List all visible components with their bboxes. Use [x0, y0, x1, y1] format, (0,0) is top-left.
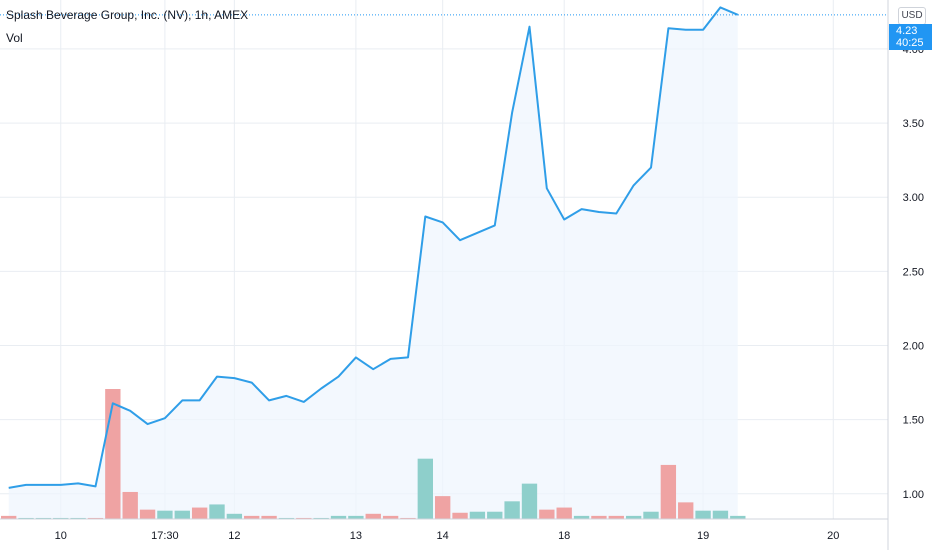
volume-bar	[660, 464, 677, 519]
y-tick-label: 2.50	[903, 266, 924, 278]
volume-bar	[226, 513, 243, 519]
volume-bar	[87, 517, 104, 519]
volume-bar	[539, 509, 555, 519]
x-tick-label: 18	[558, 530, 570, 542]
volume-bar	[191, 507, 208, 519]
volume-bar	[348, 515, 364, 519]
volume-indicator-label[interactable]: Vol	[6, 31, 23, 45]
volume-bar	[382, 515, 399, 519]
price-line	[8, 6, 739, 489]
x-tick-label: 19	[697, 530, 709, 542]
volume-bar	[608, 515, 624, 519]
y-axis-ticks: 1.001.502.002.503.003.504.00	[903, 44, 924, 501]
x-tick-label: 17:30	[151, 530, 179, 542]
volume-bar	[209, 504, 225, 519]
volume-bar	[712, 510, 729, 519]
volume-bar	[591, 515, 607, 519]
volume-bar	[53, 517, 69, 519]
volume-bar	[573, 515, 590, 519]
volume-bar	[157, 510, 173, 519]
volume-bar	[469, 511, 486, 519]
volume-bar	[18, 517, 34, 519]
price-line-layer	[0, 6, 888, 489]
price-series	[8, 7, 738, 520]
volume-bar	[695, 510, 711, 519]
y-tick-label: 3.00	[903, 192, 924, 204]
bar-countdown: 40:25	[896, 37, 924, 49]
volume-bar	[105, 389, 121, 519]
y-tick-label: 3.50	[903, 118, 924, 130]
volume-bar	[504, 501, 520, 519]
volume-bar	[452, 512, 468, 519]
volume-bar	[35, 517, 52, 519]
volume-bar	[296, 517, 312, 519]
volume-bar	[730, 515, 746, 519]
price-area	[8, 7, 738, 520]
volume-bar	[400, 517, 416, 519]
x-tick-label: 13	[350, 530, 362, 542]
volume-bar	[174, 510, 190, 519]
x-tick-label: 14	[437, 530, 449, 542]
volume-bar	[678, 502, 694, 519]
last-price-tag: 4.23 40:25	[889, 24, 932, 50]
volume-bar	[417, 458, 433, 519]
y-tick-label: 1.00	[903, 489, 924, 501]
volume-bar	[521, 483, 538, 519]
volume-bar	[70, 517, 86, 519]
volume-bars	[1, 389, 746, 519]
last-price: 4.23	[896, 25, 918, 37]
volume-bar	[330, 515, 347, 519]
volume-bar	[643, 511, 659, 519]
volume-bar	[261, 515, 277, 519]
volume-bar	[625, 515, 642, 519]
volume-bar	[313, 517, 329, 519]
volume-bar	[244, 515, 260, 519]
volume-bar	[278, 517, 295, 519]
volume-bar	[139, 509, 156, 519]
volume-bar	[1, 515, 17, 519]
x-tick-label: 20	[827, 530, 839, 542]
volume-bar	[365, 513, 381, 519]
y-tick-label: 2.00	[903, 341, 924, 353]
currency-button[interactable]: USD	[898, 7, 926, 25]
x-tick-label: 10	[55, 530, 67, 542]
chart-title: Splash Beverage Group, Inc. (NV), 1h, AM…	[6, 8, 249, 22]
volume-bar	[122, 491, 138, 519]
volume-bar	[487, 511, 503, 519]
x-axis-ticks: 10 17:30 12 13 14 18 19 20	[55, 530, 840, 542]
x-tick-label: 12	[228, 530, 240, 542]
y-tick-label: 1.50	[903, 415, 924, 427]
volume-bar	[435, 496, 451, 519]
volume-bar	[556, 507, 572, 519]
